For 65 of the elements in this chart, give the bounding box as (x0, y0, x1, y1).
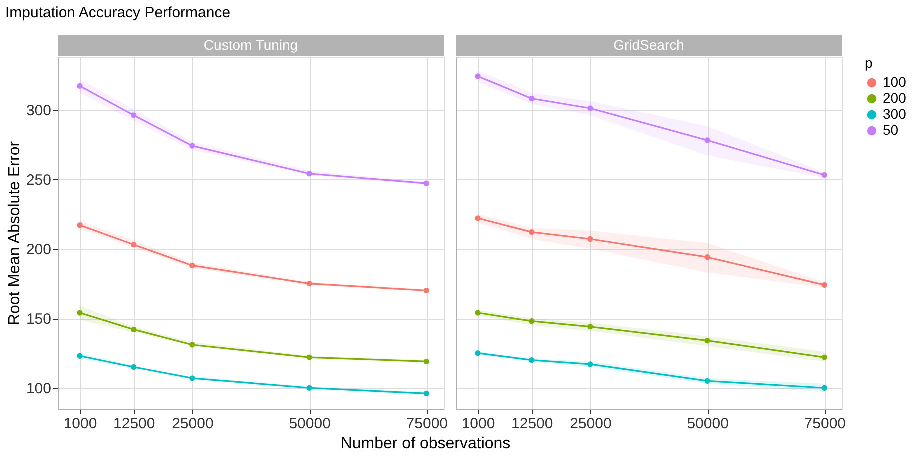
y-tick-label: 300 (26, 102, 52, 120)
chart-subtitle: Custom Tuning (204, 37, 298, 53)
x-tick-label: 12500 (512, 416, 554, 432)
x-tick-label: 1000 (462, 416, 496, 432)
point (77, 310, 83, 316)
point (475, 310, 481, 316)
point (424, 358, 430, 365)
y-tick-label: 100 (26, 380, 52, 398)
y-tick-label: 200 (26, 242, 52, 258)
point (131, 112, 137, 118)
point (424, 390, 430, 397)
x-tick-label: 50000 (687, 416, 729, 432)
point (131, 364, 137, 370)
point (424, 288, 430, 294)
point (704, 338, 710, 344)
point (588, 106, 594, 112)
y-tick-label: 250 (26, 172, 52, 189)
y-tick-label: 150 (26, 311, 52, 328)
x-tick-label: 75000 (406, 416, 448, 432)
point (306, 171, 312, 177)
point (588, 236, 594, 242)
point (190, 376, 196, 382)
point (704, 254, 710, 260)
chart-subtitle: GridSearch (614, 37, 684, 53)
point (190, 143, 196, 149)
x-tick-label: 25000 (570, 416, 612, 432)
x-tick-label: 25000 (172, 416, 214, 432)
point (131, 242, 137, 248)
point (529, 357, 535, 364)
point (475, 350, 481, 356)
point (822, 282, 828, 288)
legend-label: 200 (883, 90, 907, 106)
x-tick-label: 12500 (114, 416, 156, 432)
point (588, 362, 594, 368)
point (704, 378, 710, 384)
point (190, 262, 196, 269)
x-axis-title: Number of observations (340, 436, 511, 452)
point (704, 138, 710, 144)
point (822, 172, 828, 178)
point (306, 385, 312, 391)
point (424, 180, 430, 186)
point (588, 324, 594, 330)
x-tick-label: 50000 (289, 416, 331, 432)
point (822, 354, 828, 360)
point (77, 83, 83, 90)
point (77, 222, 83, 228)
chart-title: Imputation Accuracy Performance (5, 4, 231, 22)
point (529, 318, 535, 324)
point (77, 353, 83, 359)
point (190, 342, 196, 348)
point (475, 216, 481, 222)
legend-label: 100 (883, 74, 907, 90)
point (475, 74, 481, 80)
point (529, 229, 535, 236)
point (306, 280, 312, 287)
x-tick-label: 75000 (804, 416, 846, 432)
x-tick-label: 1000 (64, 416, 98, 432)
legend-label: 50 (883, 122, 899, 138)
legend-label: 300 (883, 106, 907, 122)
legend-title: p (865, 55, 873, 71)
point (306, 354, 312, 360)
y-axis-title: Root Mean Absolute Error (6, 140, 24, 326)
point (822, 385, 828, 391)
point (131, 326, 137, 333)
point (529, 96, 535, 102)
